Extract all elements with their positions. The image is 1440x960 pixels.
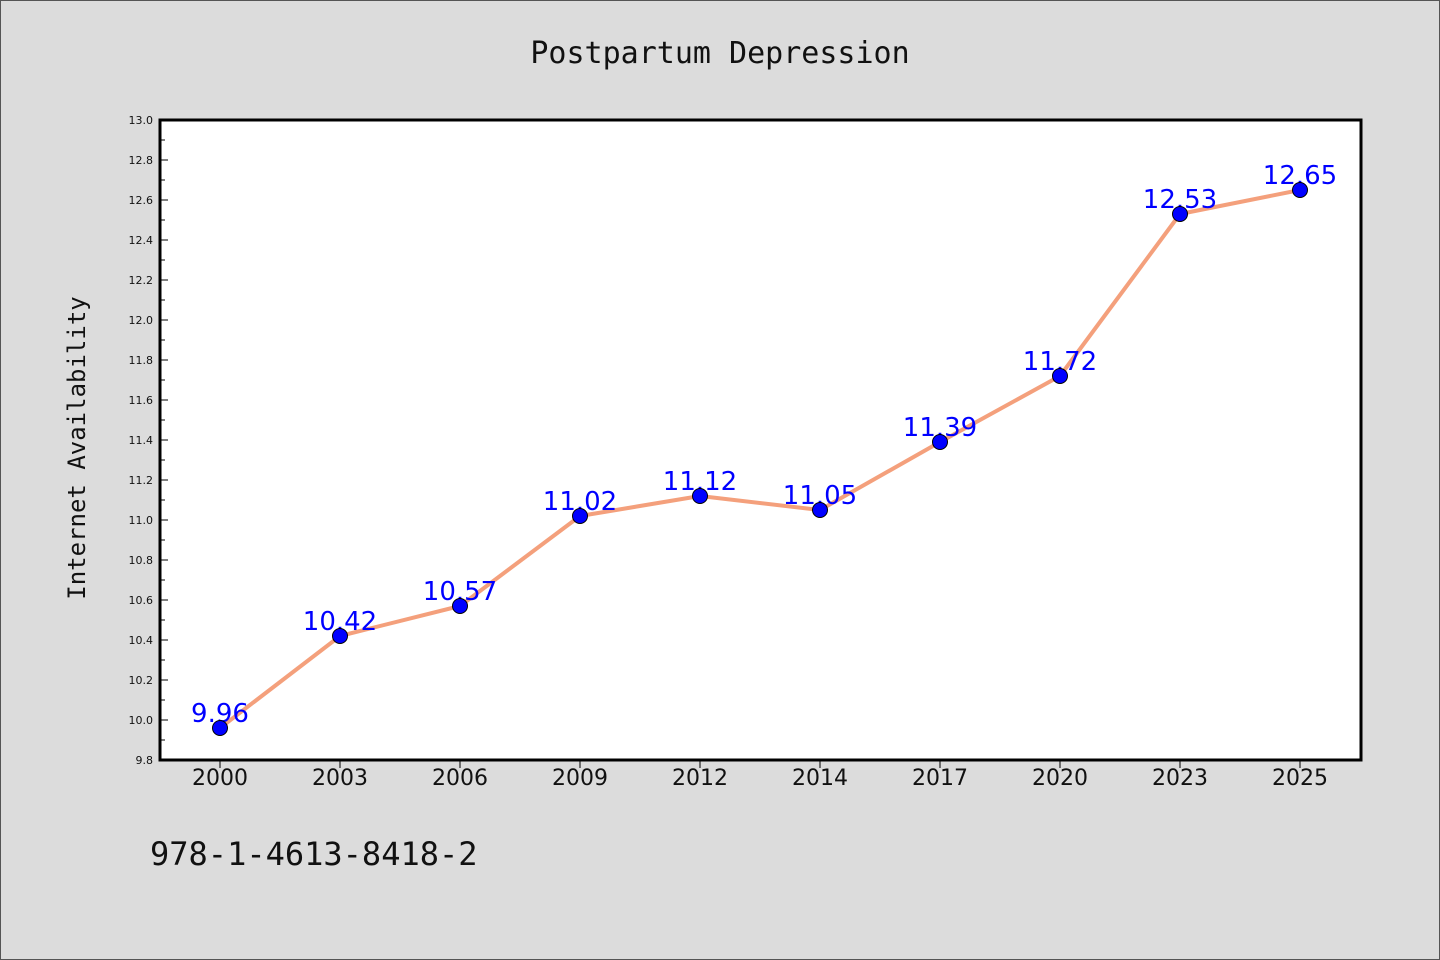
x-tick-label: 2025 <box>1272 766 1328 791</box>
y-tick-label: 11.6 <box>129 394 154 407</box>
x-axis-ticks: 2000 2003 2006 2009 2012 2014 2017 2020 2023 2025 <box>192 760 1328 791</box>
y-axis-ticks: 9.8 10.0 10.2 10.4 10.6 10.8 11.0 11.2 11.4 11.6 1… <box>129 114 168 767</box>
y-tick-label: 10.0 <box>129 714 154 727</box>
series-line <box>218 188 1301 730</box>
y-tick-label: 10.2 <box>129 674 154 687</box>
x-tick-label: 2009 <box>552 766 608 791</box>
y-tick-label: 11.4 <box>129 434 154 447</box>
plot-border <box>158 118 1363 762</box>
x-tick-label: 2003 <box>312 766 368 791</box>
data-point <box>1052 368 1068 384</box>
footer-code: 978-1-4613-8418-2 <box>150 835 478 873</box>
y-tick-label: 13.0 <box>129 114 154 127</box>
x-tick-label: 2023 <box>1152 766 1208 791</box>
y-tick-label: 10.8 <box>129 554 154 567</box>
x-tick-label: 2000 <box>192 766 248 791</box>
y-tick-label: 12.6 <box>129 194 154 207</box>
y-tick-label: 12.0 <box>129 314 154 327</box>
x-tick-label: 2020 <box>1032 766 1088 791</box>
y-tick-label: 10.4 <box>129 634 154 647</box>
data-point <box>1172 206 1188 222</box>
y-tick-label: 11.0 <box>129 514 154 527</box>
plot-area <box>160 120 1361 760</box>
data-point <box>572 508 588 524</box>
y-axis-label: Internet Availability <box>63 296 91 599</box>
data-point <box>932 434 948 450</box>
y-tick-label: 10.6 <box>129 594 154 607</box>
data-point <box>332 628 348 644</box>
y-tick-label: 9.8 <box>136 754 154 767</box>
x-tick-label: 2014 <box>792 766 848 791</box>
y-tick-label: 12.2 <box>129 274 154 287</box>
y-tick-label: 11.2 <box>129 474 154 487</box>
x-tick-label: 2017 <box>912 766 968 791</box>
chart-title: Postpartum Depression <box>530 36 909 71</box>
y-tick-label: 12.8 <box>129 154 154 167</box>
x-tick-label: 2012 <box>672 766 728 791</box>
data-point <box>1292 182 1308 198</box>
data-point <box>812 502 828 518</box>
data-point <box>212 720 228 736</box>
data-point <box>452 598 468 614</box>
y-tick-label: 11.8 <box>129 354 154 367</box>
y-tick-label: 12.4 <box>129 234 154 247</box>
x-tick-label: 2006 <box>432 766 488 791</box>
data-point <box>692 488 708 504</box>
